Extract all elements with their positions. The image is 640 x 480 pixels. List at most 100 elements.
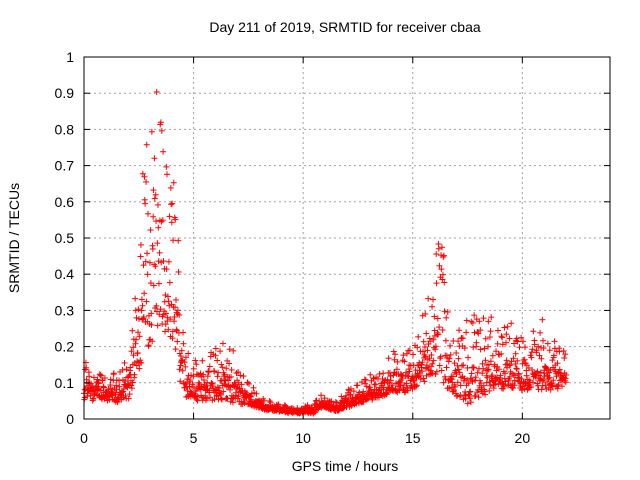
- data-point: [503, 357, 510, 364]
- data-point: [435, 331, 442, 338]
- data-point: [452, 383, 459, 390]
- data-point: [437, 353, 444, 360]
- data-point: [121, 359, 128, 366]
- data-point: [523, 372, 530, 379]
- data-point: [123, 366, 130, 373]
- x-tick-label: 20: [515, 430, 531, 446]
- data-point: [178, 347, 185, 354]
- y-tick-label: 0.2: [55, 339, 75, 355]
- data-point: [110, 370, 117, 377]
- data-point: [253, 390, 260, 397]
- data-point: [482, 335, 489, 342]
- data-point: [456, 327, 463, 334]
- data-point: [153, 302, 160, 309]
- y-tick-label: 0.4: [55, 266, 75, 282]
- data-point: [424, 347, 431, 354]
- data-point: [420, 348, 427, 355]
- data-point: [560, 347, 567, 354]
- data-point: [546, 347, 553, 354]
- data-point: [176, 366, 183, 373]
- data-point: [218, 361, 225, 368]
- data-point: [150, 282, 157, 289]
- data-point: [318, 392, 325, 399]
- data-point: [120, 388, 127, 395]
- data-point: [498, 350, 505, 357]
- data-point: [321, 395, 328, 402]
- data-point: [464, 364, 471, 371]
- data-point: [460, 362, 467, 369]
- data-point: [226, 346, 233, 353]
- data-point: [482, 391, 489, 398]
- data-point: [521, 356, 528, 363]
- data-point: [217, 348, 224, 355]
- data-point: [393, 366, 400, 373]
- data-point: [221, 371, 228, 378]
- data-point: [144, 250, 151, 257]
- data-point: [107, 382, 114, 389]
- data-point: [150, 213, 157, 220]
- data-point: [447, 342, 454, 349]
- data-point: [431, 313, 438, 320]
- data-point: [130, 344, 137, 351]
- data-point: [542, 364, 549, 371]
- data-point: [385, 355, 392, 362]
- data-point: [466, 389, 473, 396]
- data-point: [481, 345, 488, 352]
- y-tick-label: 0.7: [55, 158, 75, 174]
- data-point: [540, 345, 547, 352]
- data-point: [432, 346, 439, 353]
- data-point: [497, 372, 504, 379]
- y-axis-label: SRMTID / TECUs: [6, 183, 22, 293]
- data-point: [182, 363, 189, 370]
- data-point: [125, 380, 132, 387]
- x-tick-label: 15: [405, 430, 421, 446]
- data-point: [128, 348, 135, 355]
- data-point: [107, 376, 114, 383]
- data-point: [136, 333, 143, 340]
- data-point: [155, 280, 162, 287]
- data-point: [445, 358, 452, 365]
- data-point: [387, 377, 394, 384]
- data-point: [194, 393, 201, 400]
- data-point: [220, 388, 227, 395]
- data-point: [452, 367, 459, 374]
- data-point: [550, 352, 557, 359]
- data-point: [362, 377, 369, 384]
- data-point: [162, 292, 169, 299]
- data-point: [153, 88, 160, 95]
- data-point: [294, 404, 301, 411]
- data-point: [143, 141, 150, 148]
- data-point: [449, 373, 456, 380]
- data-point: [163, 310, 170, 317]
- data-point: [495, 366, 502, 373]
- data-point: [187, 377, 194, 384]
- data-point: [546, 374, 553, 381]
- data-point: [90, 374, 97, 381]
- data-point: [390, 348, 397, 355]
- data-point: [469, 378, 476, 385]
- data-point: [440, 253, 447, 260]
- data-point: [430, 357, 437, 364]
- y-tick-label: 0.9: [55, 85, 75, 101]
- data-point: [492, 380, 499, 387]
- data-point: [506, 373, 513, 380]
- data-point: [443, 314, 450, 321]
- data-point: [499, 341, 506, 348]
- data-point: [140, 314, 147, 321]
- y-tick-label: 0.5: [55, 230, 75, 246]
- data-point: [436, 362, 443, 369]
- data-point: [467, 399, 474, 406]
- data-point: [122, 378, 129, 385]
- data-point: [480, 315, 487, 322]
- data-point: [363, 383, 370, 390]
- data-point: [366, 384, 373, 391]
- data-point: [240, 398, 247, 405]
- data-point: [439, 271, 446, 278]
- data-point: [471, 312, 478, 319]
- data-point: [430, 336, 437, 343]
- tick-labels: 00.10.20.30.40.50.60.70.80.910 5 10 15 20: [55, 49, 531, 446]
- data-point: [420, 338, 427, 345]
- data-point: [112, 391, 119, 398]
- data-point: [195, 379, 202, 386]
- data-point: [414, 362, 421, 369]
